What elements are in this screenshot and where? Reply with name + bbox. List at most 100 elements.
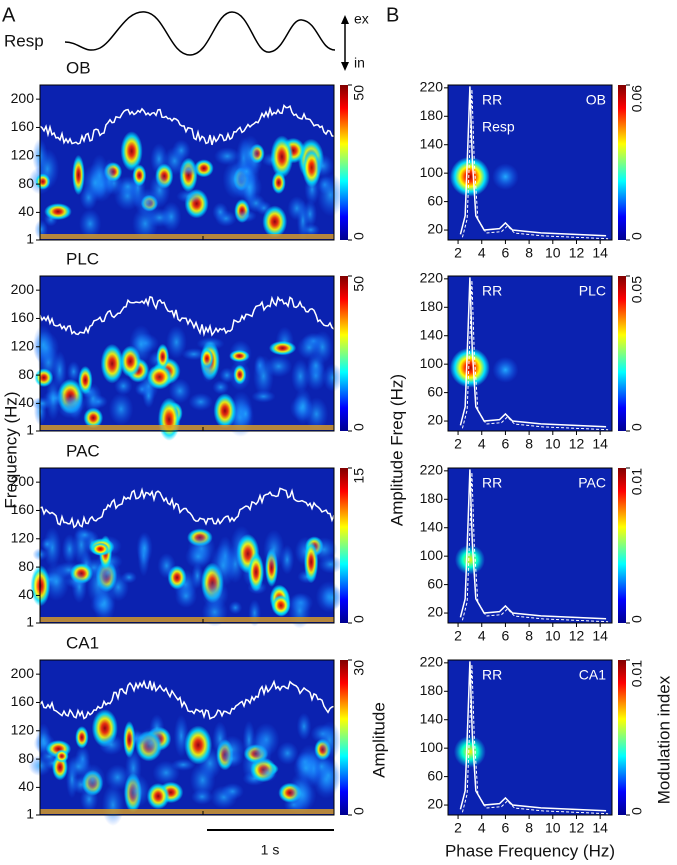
y-tick-label: 120 [11,146,35,162]
colorbar-tick-label: 0.06 [629,85,645,112]
heatmap-blob [212,380,230,395]
frame [39,467,335,624]
y-tick-label: 20 [427,412,443,428]
hotspot [492,356,519,383]
colorbar-tick-label: 0 [351,232,367,240]
heatmap-blob [75,726,89,749]
heatmap-blob [39,750,60,763]
trace [461,472,609,623]
panel-title: OB [586,92,606,108]
y-tick-label: 120 [11,721,35,737]
heatmap-blob [72,154,85,196]
heatmap-blob [191,788,214,805]
y-axis-label: Amplitude Freq (Hz) [387,374,406,526]
colorbar [618,660,626,815]
x-tick-label: 6 [502,245,510,261]
y-tick-label: 1 [26,231,34,247]
heatmap-blob [185,544,212,569]
y-tick-label: 20 [427,796,443,812]
x-tick-label: 8 [525,245,533,261]
x-tick-label: 8 [525,436,533,452]
heatmap-blob [316,173,345,217]
resp-trace [64,11,336,56]
y-tick-label: 80 [18,558,34,574]
hotspot [453,735,486,768]
heatmap-blob [310,537,338,562]
heatmap-blob [196,337,225,351]
heatmap-blob [83,407,104,429]
colorbar-tick-label: 0 [351,423,367,431]
trace [461,89,609,240]
colorbar [340,468,348,623]
heatmap-blob [229,349,250,363]
heatmap-blob [258,764,278,782]
colorbar-tick-label: 0 [351,807,367,815]
heatmap-blob [157,552,176,579]
resp-label: Resp [4,31,44,50]
y-tick-label: 140 [420,518,444,534]
x-tick-label: 10 [545,245,561,261]
heatmap-blob [120,131,143,172]
frame [39,275,335,432]
frame [39,84,335,241]
heatmap-blob [80,785,99,813]
y-tick-label: 20 [427,604,443,620]
heatmap-blob [210,544,237,587]
heatmap-blob [171,139,191,162]
y-tick-label: 100 [420,355,444,371]
colorbar-tick-label: 0.01 [629,660,645,687]
heatmap-blob [271,171,286,194]
hotspot [449,347,490,388]
y-tick-label: 60 [427,575,443,591]
heatmap-blob [236,172,263,203]
heatmap-blob [40,537,54,551]
colorbar-tick-label: 15 [351,468,367,484]
heatmap-blob [146,783,170,810]
x-tick-label: 2 [454,628,462,644]
colorbar [340,276,348,431]
y-tick-label: 100 [420,164,444,180]
heatmap-blob [78,208,102,239]
y-tick-label: 40 [18,203,34,219]
colorbar-tick-label: 30 [351,660,367,676]
colorbar-label: Modulation index [654,675,673,804]
heatmap-blob [201,357,216,383]
heatmap-blob [268,340,297,356]
heatmap-blob [171,758,196,771]
x-tick-label: 14 [592,820,608,836]
x-tick-label: 14 [592,628,608,644]
x-tick-label: 10 [545,628,561,644]
panel-title: CA1 [579,667,606,683]
x-tick-label: 6 [502,820,510,836]
heatmap-blob [45,377,61,421]
y-tick-label: 140 [420,326,444,342]
y-tick-label: 40 [18,394,34,410]
heatmap-blob [100,343,124,384]
x-tick-label: 12 [569,820,585,836]
frame [447,467,613,624]
heatmap-blob [271,594,291,617]
heatmap-blob [86,562,111,607]
y-tick-label: 80 [18,366,34,382]
heatmap-blob [98,734,124,756]
x-tick-label: 8 [525,628,533,644]
heatmap-blob [156,343,170,370]
y-tick-label: 180 [420,107,444,123]
heatmap-blob [321,585,343,610]
x-tick-label: 14 [592,436,608,452]
heatmap-blob [30,396,54,410]
heatmap-blob [35,173,51,190]
heatmap-blob [270,135,294,179]
y-tick-label: 60 [427,767,443,783]
heatmap-blob [263,529,285,570]
x-tick-label: 4 [478,628,486,644]
annotation: Resp [482,119,515,135]
heatmap-blob [262,205,288,238]
y-tick-label: 20 [427,221,443,237]
frame [447,275,613,432]
colorbar-tick-label: 0 [629,615,645,623]
heatmap-blob [44,203,72,221]
y-tick-label: 160 [11,693,35,709]
x-axis-label: Phase Frequency (Hz) [445,841,615,860]
